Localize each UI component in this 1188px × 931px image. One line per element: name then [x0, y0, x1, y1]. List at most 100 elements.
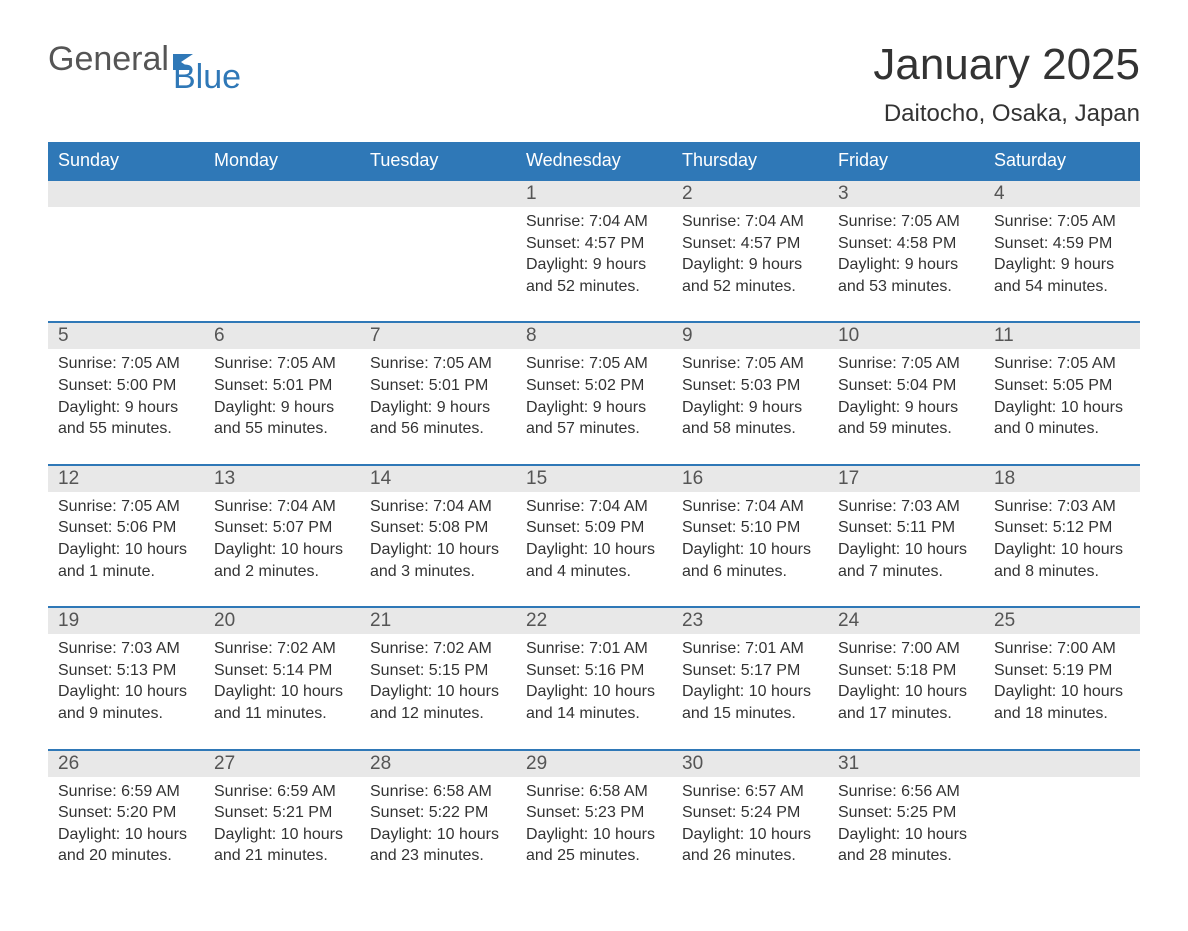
day-body: Sunrise: 6:59 AMSunset: 5:20 PMDaylight:… [48, 777, 204, 867]
day-cell: 13Sunrise: 7:04 AMSunset: 5:07 PMDayligh… [204, 466, 360, 582]
day-dl1: Daylight: 9 hours [994, 254, 1130, 276]
day-dl1: Daylight: 10 hours [526, 681, 662, 703]
day-dl2: and 58 minutes. [682, 418, 818, 440]
day-body: Sunrise: 7:05 AMSunset: 5:01 PMDaylight:… [360, 349, 516, 439]
day-sunrise: Sunrise: 7:03 AM [994, 496, 1130, 518]
day-cell: 18Sunrise: 7:03 AMSunset: 5:12 PMDayligh… [984, 466, 1140, 582]
day-sunset: Sunset: 5:01 PM [370, 375, 506, 397]
day-cell [204, 181, 360, 297]
day-number: 28 [360, 751, 516, 777]
day-sunrise: Sunrise: 7:05 AM [838, 211, 974, 233]
day-sunset: Sunset: 5:12 PM [994, 517, 1130, 539]
day-number [984, 751, 1140, 777]
day-body: Sunrise: 7:01 AMSunset: 5:17 PMDaylight:… [672, 634, 828, 724]
day-body: Sunrise: 7:02 AMSunset: 5:14 PMDaylight:… [204, 634, 360, 724]
day-dl1: Daylight: 10 hours [682, 539, 818, 561]
day-sunset: Sunset: 4:57 PM [682, 233, 818, 255]
day-cell: 10Sunrise: 7:05 AMSunset: 5:04 PMDayligh… [828, 323, 984, 439]
day-dl2: and 52 minutes. [526, 276, 662, 298]
day-number: 10 [828, 323, 984, 349]
day-cell: 2 Sunrise: 7:04 AMSunset: 4:57 PMDaylight… [672, 181, 828, 297]
brand-word-general: General [48, 40, 169, 79]
day-sunset: Sunset: 5:03 PM [682, 375, 818, 397]
day-number: 11 [984, 323, 1140, 349]
day-dl2: and 9 minutes. [58, 703, 194, 725]
day-sunrise: Sunrise: 7:00 AM [838, 638, 974, 660]
weekday-sunday: Sunday [48, 142, 204, 179]
weekday-monday: Monday [204, 142, 360, 179]
day-number: 9 [672, 323, 828, 349]
day-cell: 28Sunrise: 6:58 AMSunset: 5:22 PMDayligh… [360, 751, 516, 867]
day-cell: 29Sunrise: 6:58 AMSunset: 5:23 PMDayligh… [516, 751, 672, 867]
day-body: Sunrise: 6:57 AMSunset: 5:24 PMDaylight:… [672, 777, 828, 867]
week-row: 19Sunrise: 7:03 AMSunset: 5:13 PMDayligh… [48, 606, 1140, 748]
day-number: 20 [204, 608, 360, 634]
day-sunrise: Sunrise: 7:02 AM [214, 638, 350, 660]
day-dl1: Daylight: 10 hours [214, 681, 350, 703]
day-dl1: Daylight: 10 hours [58, 824, 194, 846]
day-sunset: Sunset: 5:23 PM [526, 802, 662, 824]
day-sunset: Sunset: 4:58 PM [838, 233, 974, 255]
day-sunset: Sunset: 4:57 PM [526, 233, 662, 255]
day-sunrise: Sunrise: 7:05 AM [682, 353, 818, 375]
day-dl1: Daylight: 9 hours [682, 397, 818, 419]
day-cell: 12Sunrise: 7:05 AMSunset: 5:06 PMDayligh… [48, 466, 204, 582]
day-cell: 22Sunrise: 7:01 AMSunset: 5:16 PMDayligh… [516, 608, 672, 724]
day-sunset: Sunset: 5:18 PM [838, 660, 974, 682]
day-number: 27 [204, 751, 360, 777]
day-sunrise: Sunrise: 7:04 AM [682, 211, 818, 233]
day-dl2: and 14 minutes. [526, 703, 662, 725]
weekday-wednesday: Wednesday [516, 142, 672, 179]
day-body: Sunrise: 7:04 AMSunset: 4:57 PMDaylight:… [516, 207, 672, 297]
day-sunset: Sunset: 5:17 PM [682, 660, 818, 682]
day-sunset: Sunset: 5:06 PM [58, 517, 194, 539]
day-dl2: and 2 minutes. [214, 561, 350, 583]
day-sunset: Sunset: 5:20 PM [58, 802, 194, 824]
day-number: 15 [516, 466, 672, 492]
day-number: 2 [672, 181, 828, 207]
day-sunset: Sunset: 5:25 PM [838, 802, 974, 824]
day-dl1: Daylight: 9 hours [526, 254, 662, 276]
day-cell: 20Sunrise: 7:02 AMSunset: 5:14 PMDayligh… [204, 608, 360, 724]
day-body: Sunrise: 7:05 AMSunset: 5:06 PMDaylight:… [48, 492, 204, 582]
day-sunrise: Sunrise: 6:57 AM [682, 781, 818, 803]
day-sunrise: Sunrise: 7:04 AM [526, 211, 662, 233]
day-dl2: and 17 minutes. [838, 703, 974, 725]
day-sunrise: Sunrise: 7:00 AM [994, 638, 1130, 660]
day-dl1: Daylight: 10 hours [214, 824, 350, 846]
title-block: January 2025 Daitocho, Osaka, Japan [873, 40, 1140, 128]
day-dl1: Daylight: 10 hours [58, 539, 194, 561]
day-dl1: Daylight: 9 hours [682, 254, 818, 276]
day-number [204, 181, 360, 207]
day-cell: 19Sunrise: 7:03 AMSunset: 5:13 PMDayligh… [48, 608, 204, 724]
day-body: Sunrise: 6:59 AMSunset: 5:21 PMDaylight:… [204, 777, 360, 867]
day-sunset: Sunset: 5:00 PM [58, 375, 194, 397]
day-sunset: Sunset: 5:02 PM [526, 375, 662, 397]
day-cell: 21Sunrise: 7:02 AMSunset: 5:15 PMDayligh… [360, 608, 516, 724]
day-body: Sunrise: 7:03 AMSunset: 5:12 PMDaylight:… [984, 492, 1140, 582]
brand-logo: General Blue [48, 40, 269, 79]
day-cell [984, 751, 1140, 867]
day-dl1: Daylight: 9 hours [58, 397, 194, 419]
day-dl1: Daylight: 10 hours [370, 539, 506, 561]
day-body: Sunrise: 7:03 AMSunset: 5:13 PMDaylight:… [48, 634, 204, 724]
day-sunrise: Sunrise: 7:04 AM [214, 496, 350, 518]
day-dl2: and 1 minute. [58, 561, 194, 583]
day-sunrise: Sunrise: 7:03 AM [838, 496, 974, 518]
day-sunrise: Sunrise: 7:05 AM [526, 353, 662, 375]
day-dl1: Daylight: 9 hours [370, 397, 506, 419]
day-dl1: Daylight: 10 hours [838, 681, 974, 703]
day-sunrise: Sunrise: 7:01 AM [526, 638, 662, 660]
day-sunrise: Sunrise: 7:05 AM [994, 353, 1130, 375]
day-dl2: and 53 minutes. [838, 276, 974, 298]
day-body: Sunrise: 7:05 AMSunset: 4:58 PMDaylight:… [828, 207, 984, 297]
day-cell: 26Sunrise: 6:59 AMSunset: 5:20 PMDayligh… [48, 751, 204, 867]
day-sunrise: Sunrise: 7:05 AM [58, 496, 194, 518]
day-number [48, 181, 204, 207]
day-sunrise: Sunrise: 6:58 AM [526, 781, 662, 803]
day-sunrise: Sunrise: 7:05 AM [214, 353, 350, 375]
day-number: 7 [360, 323, 516, 349]
day-number: 23 [672, 608, 828, 634]
day-body: Sunrise: 7:05 AMSunset: 4:59 PMDaylight:… [984, 207, 1140, 297]
day-sunrise: Sunrise: 7:05 AM [58, 353, 194, 375]
